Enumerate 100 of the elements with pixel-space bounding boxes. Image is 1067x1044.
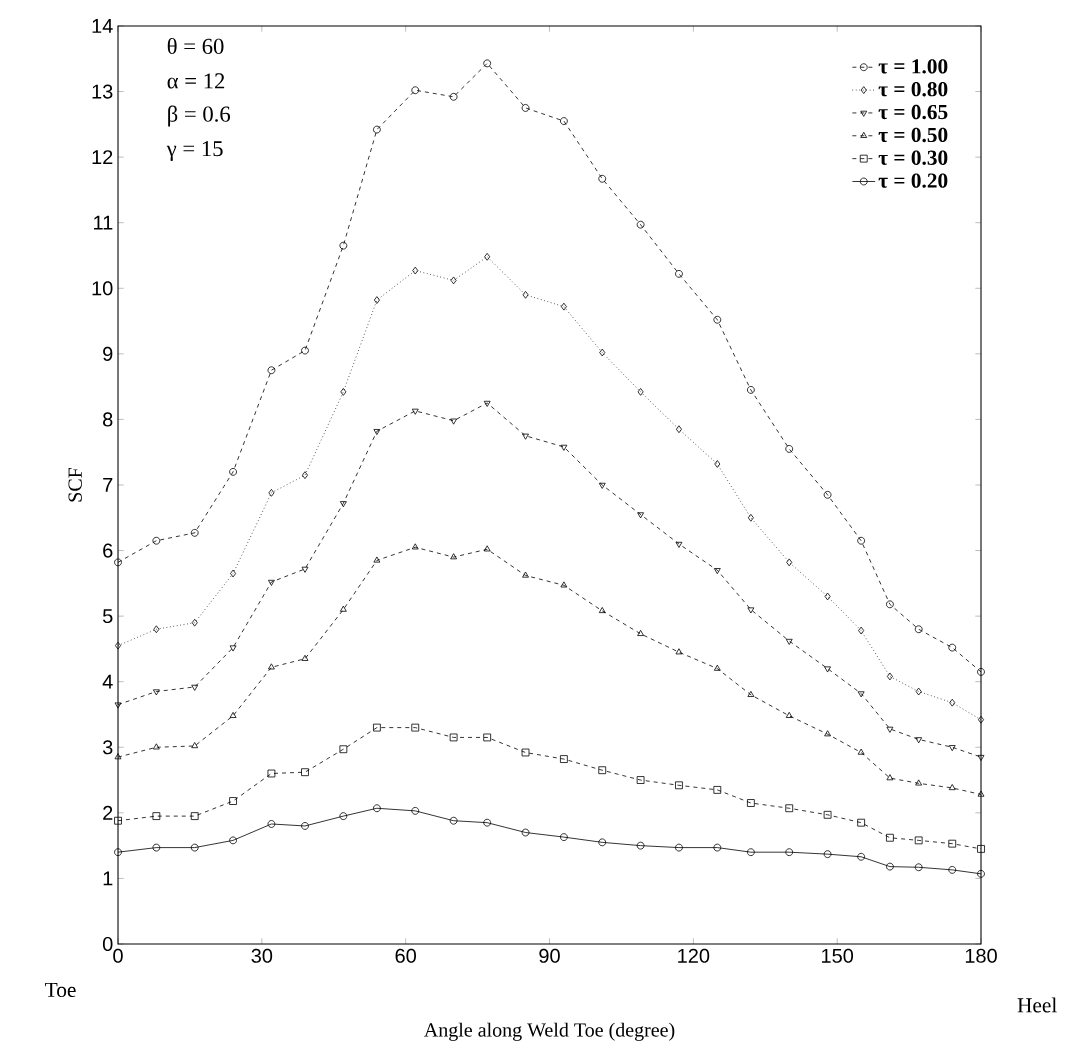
point: [411, 723, 420, 732]
y-tick-label: 4: [102, 674, 113, 689]
point: [886, 833, 894, 842]
point: [450, 418, 458, 425]
point: [483, 733, 492, 742]
annotation: α = 12: [167, 73, 225, 89]
point: [153, 625, 160, 634]
point: [675, 425, 682, 434]
point: [114, 558, 122, 567]
point: [373, 429, 381, 436]
point: [229, 645, 237, 652]
point: [560, 581, 568, 588]
point: [948, 839, 957, 848]
point: [339, 745, 348, 754]
point: [977, 668, 985, 676]
point: [598, 766, 607, 775]
point: [449, 816, 458, 825]
y-tick-label: 10: [92, 281, 113, 296]
point: [268, 488, 275, 497]
point: [560, 302, 567, 311]
y-tick-label: 6: [103, 543, 113, 558]
point: [915, 737, 923, 744]
point: [598, 174, 607, 183]
point: [948, 866, 957, 874]
point: [230, 569, 237, 578]
point: [598, 482, 606, 489]
point: [598, 607, 606, 614]
x-tick-label: 120: [678, 948, 710, 963]
point: [977, 754, 985, 761]
x-tick-label: 0: [113, 948, 123, 963]
point: [747, 386, 755, 394]
point: [636, 841, 645, 850]
point: [373, 125, 381, 134]
point: [301, 346, 309, 355]
legend-label: τ = 1.00: [878, 59, 948, 74]
point: [301, 768, 309, 777]
legend-label: τ = 0.50: [878, 127, 948, 143]
point: [411, 807, 420, 815]
point: [267, 769, 276, 778]
point: [411, 408, 419, 415]
point: [914, 863, 923, 872]
point: [914, 625, 923, 634]
point: [915, 687, 922, 696]
annotation: β = 0.6: [168, 105, 231, 127]
point: [713, 568, 721, 575]
point: [152, 843, 161, 852]
point: [675, 541, 683, 548]
annotation: γ = 15: [166, 141, 223, 161]
point: [268, 579, 275, 586]
point: [747, 607, 755, 614]
point: [637, 512, 644, 519]
point: [521, 748, 530, 757]
point: [785, 711, 793, 718]
point: [675, 781, 683, 790]
point: [191, 684, 199, 691]
point: [152, 536, 161, 545]
point: [339, 501, 347, 508]
legend-label: τ = 0.65: [878, 104, 948, 120]
point: [301, 654, 309, 661]
point: [713, 315, 722, 324]
point: [114, 702, 122, 709]
y-tick-label: 11: [94, 215, 113, 230]
point: [977, 869, 985, 878]
point: [857, 536, 866, 545]
y-tick-label: 0: [102, 936, 113, 952]
point: [824, 592, 831, 601]
point: [301, 566, 309, 573]
y-tick-label: 9: [103, 346, 113, 361]
point: [713, 664, 721, 671]
point: [191, 618, 198, 627]
point: [886, 600, 894, 609]
point: [823, 490, 832, 499]
point: [522, 433, 529, 440]
point: [373, 804, 381, 813]
point: [229, 836, 237, 845]
point: [948, 643, 957, 652]
point: [713, 786, 722, 794]
point: [823, 850, 832, 859]
point: [190, 843, 199, 852]
point: [521, 828, 530, 837]
point: [484, 252, 491, 261]
point: [267, 820, 276, 828]
point: [824, 666, 831, 673]
point: [978, 715, 985, 724]
point: [115, 641, 122, 650]
point: [915, 779, 923, 786]
point: [483, 818, 492, 827]
point: [450, 276, 457, 285]
point: [886, 672, 893, 681]
point: [412, 266, 419, 275]
annotation: θ = 60: [167, 37, 224, 55]
point: [977, 845, 985, 853]
x-tick-label: 60: [395, 948, 416, 963]
point: [857, 691, 865, 698]
x-axis-title: Angle along Weld Toe (degree): [424, 1022, 675, 1041]
point: [637, 388, 644, 396]
text: Heel: [1017, 997, 1057, 1013]
point: [599, 348, 606, 357]
point: [483, 545, 491, 552]
point: [948, 745, 956, 752]
